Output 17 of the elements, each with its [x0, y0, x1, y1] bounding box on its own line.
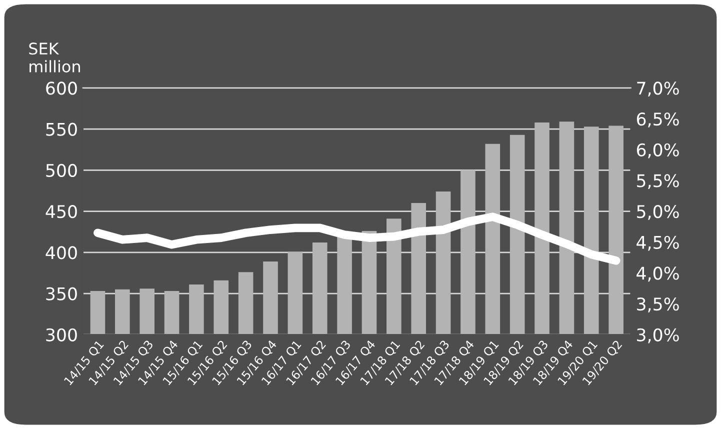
y-tick-label: 350	[46, 287, 77, 300]
y-tick-label: 300	[46, 328, 77, 342]
y-axis-title: SEK million	[29, 42, 80, 73]
y-tick-label: 600	[46, 82, 77, 95]
y2-tick-label: 7,0%	[637, 82, 679, 97]
y2-tick-label: 5,0%	[637, 204, 679, 220]
y-tick-label: 400	[46, 246, 77, 260]
y2-tick-label: 3,5%	[637, 297, 679, 312]
y2-tick-label: 6,5%	[636, 112, 679, 128]
y-tick-label: 500	[46, 164, 77, 178]
y-tick-label: 550	[46, 122, 77, 136]
y2-tick-label: 3,0%	[637, 328, 679, 344]
y2-tick-label: 6,0%	[636, 143, 679, 158]
y2-tick-label: 4,5%	[636, 236, 679, 251]
y2-tick-label: 4,0%	[636, 266, 679, 282]
y-tick-label: 450	[46, 204, 77, 218]
y2-tick-label: 5,5%	[637, 174, 679, 190]
